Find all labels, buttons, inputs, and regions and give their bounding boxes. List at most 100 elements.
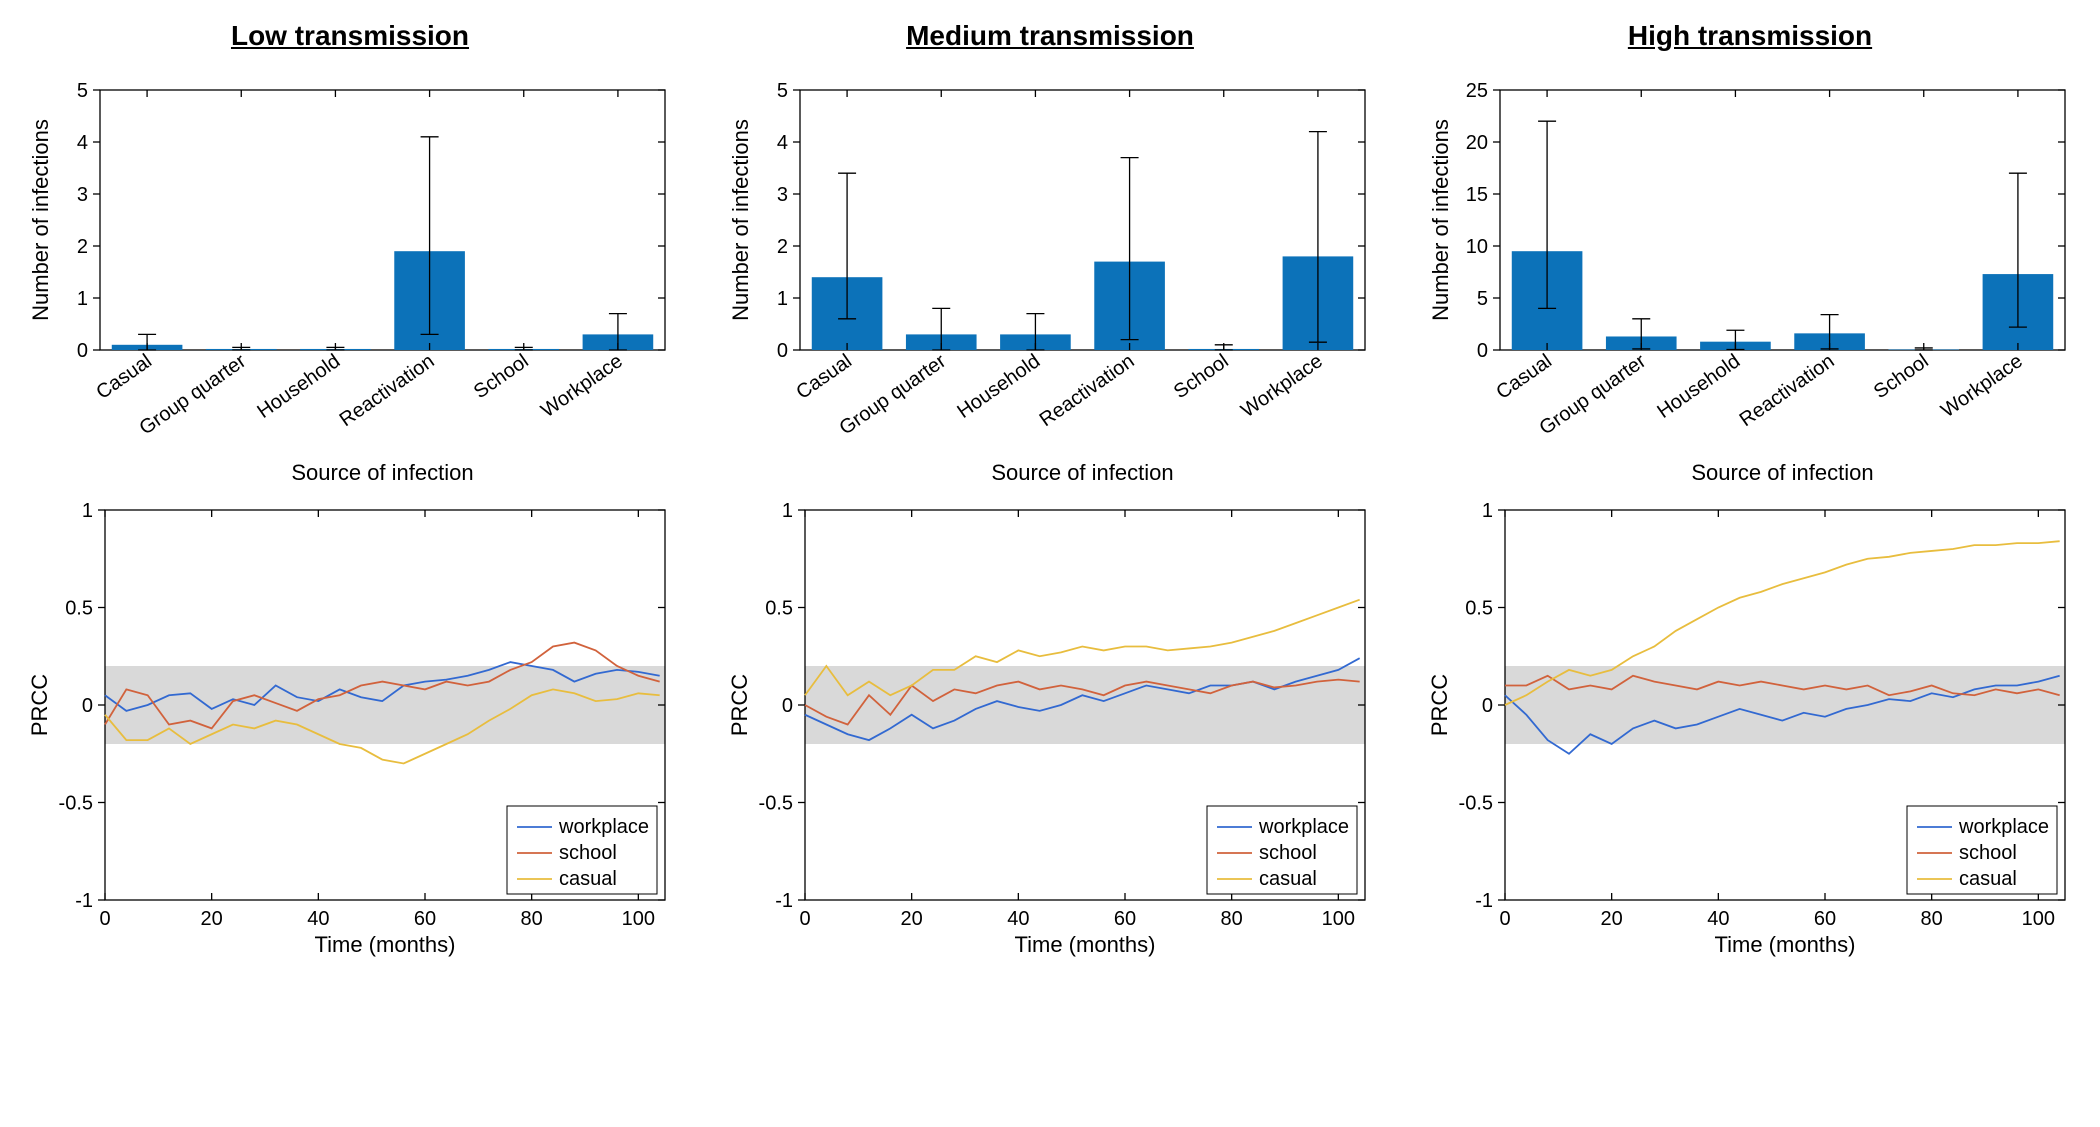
svg-text:3: 3: [77, 184, 88, 206]
svg-text:-0.5: -0.5: [1459, 793, 1493, 815]
svg-text:25: 25: [1466, 80, 1488, 102]
svg-text:workplace: workplace: [558, 816, 649, 838]
svg-text:1: 1: [77, 288, 88, 310]
svg-text:Household: Household: [1653, 350, 1744, 423]
svg-text:Number of infections: Number of infections: [28, 119, 53, 321]
svg-text:Workplace: Workplace: [537, 350, 627, 422]
svg-text:Group quarter: Group quarter: [136, 350, 251, 440]
svg-text:Time (months): Time (months): [1715, 932, 1856, 957]
svg-text:3: 3: [777, 184, 788, 206]
svg-text:workplace: workplace: [1958, 816, 2049, 838]
svg-text:Number of infections: Number of infections: [728, 119, 753, 321]
svg-text:Reactivation: Reactivation: [336, 350, 439, 431]
svg-text:Time (months): Time (months): [1015, 932, 1156, 957]
svg-text:60: 60: [1814, 908, 1836, 930]
bar-chart-panel: 0 5 10 15 20 25 Number of infections CasualGrou…: [1420, 70, 2080, 490]
svg-text:100: 100: [2022, 908, 2055, 930]
svg-text:2: 2: [77, 236, 88, 258]
svg-text:0.5: 0.5: [765, 598, 793, 620]
bar-chart-panel: 0 1 2 3 4 5 Number of infections CasualGroup qu…: [720, 70, 1380, 490]
svg-text:Casual: Casual: [92, 350, 156, 404]
svg-text:0: 0: [777, 340, 788, 362]
svg-text:4: 4: [777, 132, 788, 154]
column-title: Medium transmission: [720, 20, 1380, 52]
svg-text:0: 0: [799, 908, 810, 930]
svg-text:0.5: 0.5: [65, 598, 93, 620]
svg-text:1: 1: [1482, 500, 1493, 522]
svg-text:0: 0: [77, 340, 88, 362]
svg-text:casual: casual: [559, 868, 617, 890]
svg-text:40: 40: [1007, 908, 1029, 930]
bar-chart-panel: 0 1 2 3 4 5 Number of infections CasualGroup qu…: [20, 70, 680, 490]
svg-text:-0.5: -0.5: [759, 793, 793, 815]
svg-text:Number of infections: Number of infections: [1428, 119, 1453, 321]
svg-text:2: 2: [777, 236, 788, 258]
line-chart-panel: -1 -0.5 0 0.5 1 0 20 40 60 80 100 PRCC Time (months)…: [1420, 500, 2080, 960]
svg-text:workplace: workplace: [1258, 816, 1349, 838]
svg-text:60: 60: [1114, 908, 1136, 930]
svg-text:Household: Household: [953, 350, 1044, 423]
svg-text:0: 0: [1482, 695, 1493, 717]
svg-text:80: 80: [521, 908, 543, 930]
svg-text:1: 1: [82, 500, 93, 522]
svg-text:Casual: Casual: [792, 350, 856, 404]
svg-text:20: 20: [1601, 908, 1623, 930]
svg-text:Household: Household: [253, 350, 344, 423]
svg-text:0: 0: [1499, 908, 1510, 930]
svg-text:5: 5: [777, 80, 788, 102]
svg-text:Workplace: Workplace: [1937, 350, 2027, 422]
svg-text:school: school: [1959, 842, 2017, 864]
svg-text:0: 0: [782, 695, 793, 717]
svg-text:School: School: [1170, 350, 1233, 403]
svg-text:20: 20: [901, 908, 923, 930]
svg-text:0: 0: [1477, 340, 1488, 362]
svg-text:Source of infection: Source of infection: [1691, 460, 1873, 485]
svg-text:Time (months): Time (months): [315, 932, 456, 957]
svg-text:PRCC: PRCC: [727, 674, 752, 736]
svg-text:1: 1: [777, 288, 788, 310]
legend: workplace school casual: [507, 806, 657, 894]
svg-text:10: 10: [1466, 236, 1488, 258]
svg-text:casual: casual: [1259, 868, 1317, 890]
svg-text:Group quarter: Group quarter: [1536, 350, 1651, 440]
svg-text:20: 20: [1466, 132, 1488, 154]
svg-text:20: 20: [201, 908, 223, 930]
svg-text:PRCC: PRCC: [27, 674, 52, 736]
svg-text:Group quarter: Group quarter: [836, 350, 951, 440]
svg-text:Source of infection: Source of infection: [291, 460, 473, 485]
svg-text:100: 100: [1322, 908, 1355, 930]
svg-text:Casual: Casual: [1492, 350, 1556, 404]
svg-text:40: 40: [307, 908, 329, 930]
svg-text:100: 100: [622, 908, 655, 930]
svg-text:-0.5: -0.5: [59, 793, 93, 815]
svg-text:-1: -1: [775, 890, 793, 912]
line-chart-panel: -1 -0.5 0 0.5 1 0 20 40 60 80 100 PRCC Time (months)…: [20, 500, 680, 960]
svg-text:-1: -1: [75, 890, 93, 912]
svg-text:School: School: [470, 350, 533, 403]
legend: workplaceschoolcasual: [1207, 806, 1357, 894]
svg-text:Reactivation: Reactivation: [1736, 350, 1839, 431]
svg-text:5: 5: [77, 80, 88, 102]
svg-text:0: 0: [82, 695, 93, 717]
svg-text:0: 0: [99, 908, 110, 930]
svg-text:40: 40: [1707, 908, 1729, 930]
column-title: High transmission: [1420, 20, 2080, 52]
svg-text:4: 4: [77, 132, 88, 154]
svg-text:school: school: [559, 842, 617, 864]
svg-text:casual: casual: [1959, 868, 2017, 890]
svg-text:School: School: [1870, 350, 1933, 403]
svg-text:PRCC: PRCC: [1427, 674, 1452, 736]
svg-text:15: 15: [1466, 184, 1488, 206]
svg-text:Workplace: Workplace: [1237, 350, 1327, 422]
svg-text:1: 1: [782, 500, 793, 522]
svg-text:-1: -1: [1475, 890, 1493, 912]
svg-text:0.5: 0.5: [1465, 598, 1493, 620]
svg-text:80: 80: [1221, 908, 1243, 930]
column-title: Low transmission: [20, 20, 680, 52]
line-chart-panel: -1 -0.5 0 0.5 1 0 20 40 60 80 100 PRCC Time (months)…: [720, 500, 1380, 960]
svg-text:5: 5: [1477, 288, 1488, 310]
legend: workplace school casual: [1907, 806, 2057, 894]
svg-text:80: 80: [1921, 908, 1943, 930]
svg-text:60: 60: [414, 908, 436, 930]
svg-text:Source of infection: Source of infection: [991, 460, 1173, 485]
